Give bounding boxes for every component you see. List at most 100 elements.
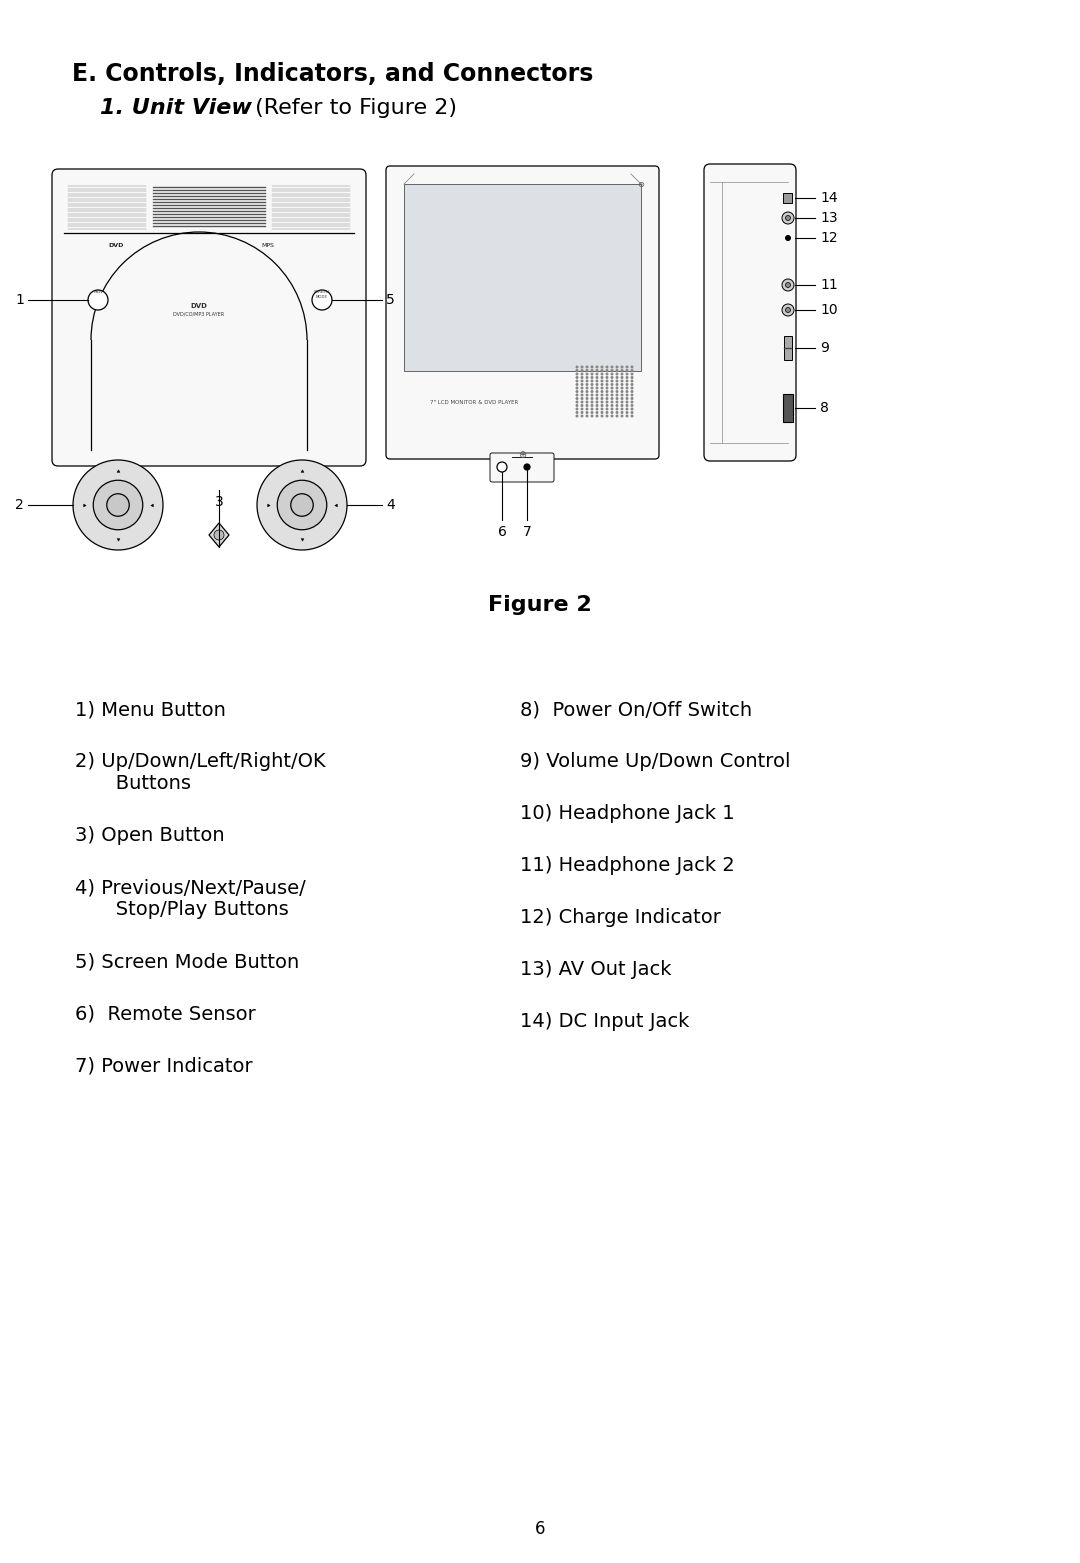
Circle shape [617, 377, 618, 378]
Text: DVD/CO/MP3 PLAYER: DVD/CO/MP3 PLAYER [174, 311, 225, 316]
Circle shape [621, 374, 623, 375]
Circle shape [581, 408, 583, 410]
FancyBboxPatch shape [386, 166, 659, 460]
Circle shape [591, 391, 593, 392]
Circle shape [621, 408, 623, 410]
Circle shape [631, 402, 633, 403]
Circle shape [621, 388, 623, 389]
Text: 4) Previous/Next/Pause/: 4) Previous/Next/Pause/ [75, 878, 306, 897]
Circle shape [586, 383, 588, 386]
Circle shape [591, 366, 593, 367]
Circle shape [596, 377, 598, 378]
Text: 11: 11 [820, 278, 838, 292]
Circle shape [581, 374, 583, 375]
Circle shape [291, 494, 313, 516]
Circle shape [591, 397, 593, 399]
Text: 9: 9 [820, 341, 828, 355]
Circle shape [611, 408, 612, 410]
Text: 7" LCD MONITOR & DVD PLAYER: 7" LCD MONITOR & DVD PLAYER [430, 400, 518, 405]
Circle shape [577, 366, 578, 367]
Circle shape [626, 405, 627, 406]
Circle shape [621, 383, 623, 386]
Circle shape [626, 370, 627, 372]
Circle shape [631, 394, 633, 395]
Circle shape [617, 370, 618, 372]
Circle shape [591, 402, 593, 403]
Text: 7: 7 [523, 525, 531, 539]
Circle shape [782, 280, 794, 291]
Circle shape [631, 405, 633, 406]
Text: E. Controls, Indicators, and Connectors: E. Controls, Indicators, and Connectors [72, 63, 593, 86]
Circle shape [577, 391, 578, 392]
Circle shape [591, 370, 593, 372]
Circle shape [586, 377, 588, 378]
Circle shape [602, 388, 603, 389]
Text: 12: 12 [820, 231, 838, 245]
Circle shape [611, 366, 612, 367]
Circle shape [785, 216, 791, 220]
Circle shape [596, 405, 598, 406]
Circle shape [611, 416, 612, 417]
Text: SCREEN
MODE: SCREEN MODE [314, 291, 329, 299]
Circle shape [586, 411, 588, 413]
Circle shape [621, 394, 623, 395]
Circle shape [586, 374, 588, 375]
Circle shape [602, 411, 603, 413]
Circle shape [596, 416, 598, 417]
Circle shape [611, 394, 612, 395]
Text: Figure 2: Figure 2 [488, 596, 592, 614]
Circle shape [586, 397, 588, 399]
Circle shape [602, 408, 603, 410]
Circle shape [591, 383, 593, 386]
Circle shape [606, 411, 608, 413]
Circle shape [631, 377, 633, 378]
Circle shape [621, 411, 623, 413]
Circle shape [626, 397, 627, 399]
Circle shape [586, 370, 588, 372]
Circle shape [577, 383, 578, 386]
Circle shape [621, 377, 623, 378]
Circle shape [782, 213, 794, 224]
Circle shape [782, 303, 794, 316]
Circle shape [586, 394, 588, 395]
Circle shape [586, 380, 588, 381]
Circle shape [596, 397, 598, 399]
Circle shape [626, 380, 627, 381]
Circle shape [586, 408, 588, 410]
Text: 1) Menu Button: 1) Menu Button [75, 700, 226, 719]
FancyBboxPatch shape [704, 164, 796, 461]
Circle shape [617, 391, 618, 392]
Text: 1. Unit View: 1. Unit View [100, 98, 252, 117]
Text: 3: 3 [215, 495, 224, 510]
Circle shape [606, 408, 608, 410]
Circle shape [591, 394, 593, 395]
Circle shape [617, 374, 618, 375]
Circle shape [611, 405, 612, 406]
Circle shape [586, 405, 588, 406]
Circle shape [602, 380, 603, 381]
Text: 6: 6 [535, 1519, 545, 1538]
Circle shape [602, 397, 603, 399]
Circle shape [93, 480, 143, 530]
Circle shape [577, 405, 578, 406]
Text: 2: 2 [15, 499, 24, 513]
Circle shape [611, 411, 612, 413]
Circle shape [602, 366, 603, 367]
Circle shape [621, 405, 623, 406]
Circle shape [617, 408, 618, 410]
Circle shape [606, 374, 608, 375]
Circle shape [617, 405, 618, 406]
Circle shape [107, 494, 130, 516]
Circle shape [591, 416, 593, 417]
Circle shape [591, 380, 593, 381]
Circle shape [606, 405, 608, 406]
Circle shape [596, 383, 598, 386]
Circle shape [626, 383, 627, 386]
Text: Buttons: Buttons [97, 774, 191, 792]
Circle shape [577, 380, 578, 381]
Circle shape [591, 405, 593, 406]
Text: 3) Open Button: 3) Open Button [75, 825, 225, 846]
Circle shape [581, 380, 583, 381]
Circle shape [785, 236, 791, 241]
Circle shape [621, 402, 623, 403]
